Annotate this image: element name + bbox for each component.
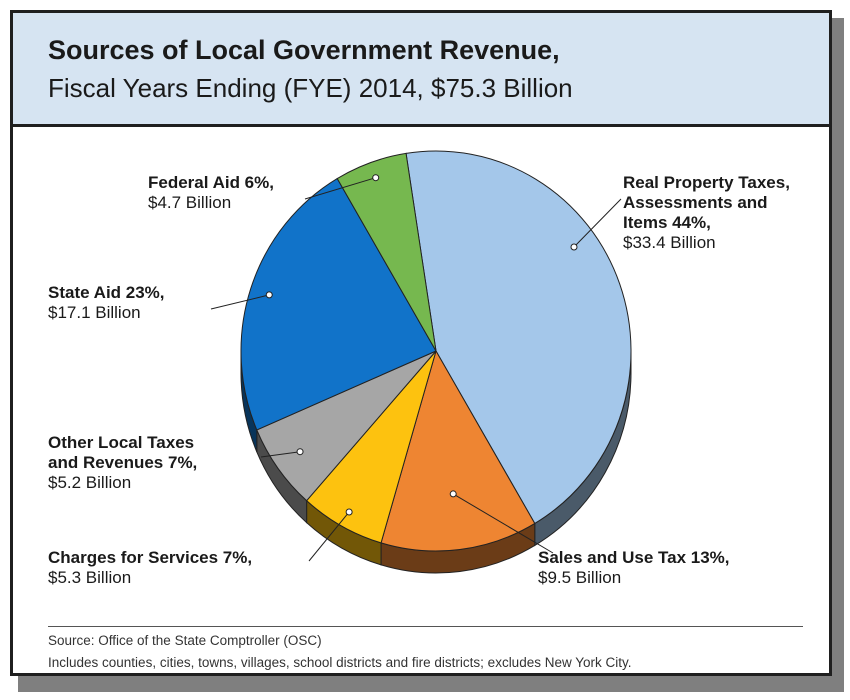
leader-dot xyxy=(296,448,304,456)
leader-line xyxy=(210,294,270,310)
slice-label-other-local: Other Local Taxes and Revenues 7%, $5.2 … xyxy=(48,433,198,492)
pie-chart xyxy=(210,150,632,574)
leader-line xyxy=(452,493,554,554)
leader-dot xyxy=(265,291,273,299)
pie-slice xyxy=(380,349,536,552)
leader-dot xyxy=(449,490,457,498)
slice-label-federal-aid: Federal Aid 6%, $4.7 Billion xyxy=(148,173,274,212)
leader-line xyxy=(573,198,622,248)
slice-label-sales-tax: Sales and Use Tax 13%, $9.5 Billion xyxy=(538,548,730,587)
chart-frame: Sources of Local Government Revenue, Fis… xyxy=(10,10,832,676)
leader-dot xyxy=(570,243,578,251)
leader-line xyxy=(308,511,350,562)
coverage-note: Includes counties, cities, towns, villag… xyxy=(48,655,632,670)
leader-dot xyxy=(372,174,380,182)
slice-label-real-property: Real Property Taxes, Assessments and Ite… xyxy=(623,173,790,252)
leader-line xyxy=(260,451,301,458)
leader-dot xyxy=(345,508,353,516)
footer-divider xyxy=(48,626,803,627)
chart-subtitle: Fiscal Years Ending (FYE) 2014, $75.3 Bi… xyxy=(48,73,573,103)
chart-header: Sources of Local Government Revenue, Fis… xyxy=(13,13,829,127)
leader-line xyxy=(304,177,376,200)
pie-slice xyxy=(336,152,437,352)
slice-label-charges: Charges for Services 7%, $5.3 Billion xyxy=(48,548,253,587)
slice-label-state-aid: State Aid 23%, $17.1 Billion xyxy=(48,283,165,322)
chart-title: Sources of Local Government Revenue, xyxy=(48,35,560,65)
source-note: Source: Office of the State Comptroller … xyxy=(48,633,322,648)
